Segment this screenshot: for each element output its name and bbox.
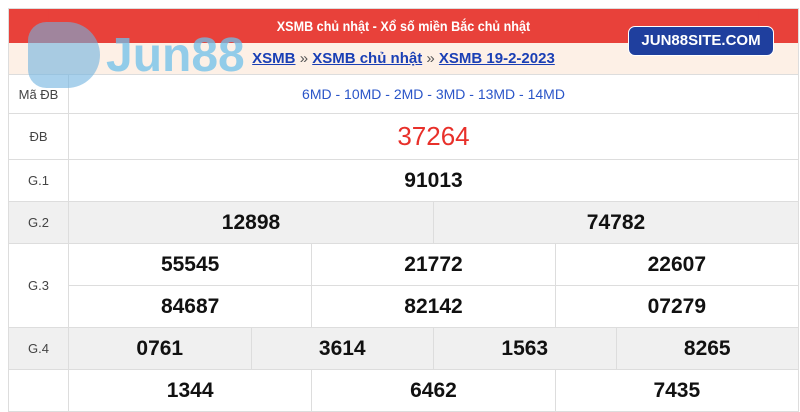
row-ma-db: Mã ĐB 6MD - 10MD - 2MD - 3MD - 13MD - 14… [9, 74, 798, 113]
row-g3: G.3 55545 21772 22607 84687 82142 07279 [9, 243, 798, 327]
special-prize: 37264 [397, 121, 470, 151]
jun88-logo-icon [28, 22, 100, 88]
breadcrumb-xsmb[interactable]: XSMB [252, 50, 296, 67]
breadcrumb-sep: » [299, 50, 309, 67]
row-label: G.4 [9, 328, 69, 369]
prize-number: 3614 [250, 328, 434, 369]
prize-number: 1563 [433, 328, 616, 369]
prize-number: 07279 [554, 286, 798, 327]
site-badge: JUN88SITE.COM [628, 26, 774, 56]
prize-number: 91013 [404, 168, 463, 192]
row-label: G.2 [9, 202, 69, 243]
prize-number: 0761 [136, 336, 184, 360]
prize-number: 82142 [311, 286, 554, 327]
row-label [9, 370, 69, 411]
row-label: G.1 [9, 160, 69, 201]
jun88-logo: Jun88 [28, 22, 245, 88]
row-label: G.3 [9, 244, 69, 327]
breadcrumb-date[interactable]: XSMB 19-2-2023 [438, 50, 555, 67]
row-g2: G.2 12898 74782 [9, 201, 798, 243]
prize-number: 74782 [433, 202, 798, 243]
breadcrumb-xsmb-sunday[interactable]: XSMB chủ nhật [312, 50, 423, 67]
prize-number: 84687 [160, 294, 220, 318]
prize-number: 1344 [166, 378, 214, 402]
prize-number: 55545 [160, 252, 220, 276]
breadcrumb-sep: » [426, 50, 435, 67]
row-db: ĐB 37264 [9, 113, 798, 159]
row-g5: 1344 6462 7435 [9, 369, 798, 411]
prize-number: 8265 [615, 328, 799, 369]
prize-number: 21772 [311, 244, 554, 285]
row-label: Mã ĐB [9, 75, 69, 113]
prize-number: 22607 [554, 244, 798, 285]
row-label: ĐB [9, 114, 69, 159]
ma-db-value: 6MD - 10MD - 2MD - 3MD - 13MD - 14MD [302, 86, 565, 102]
row-g4: G.4 0761 3614 1563 8265 [9, 327, 798, 369]
prize-number: 12898 [221, 210, 281, 234]
row-g1: G.1 91013 [9, 159, 798, 201]
logo-text: Jun88 [106, 28, 245, 82]
prize-number: 6462 [311, 370, 554, 411]
prize-number: 7435 [554, 370, 798, 411]
